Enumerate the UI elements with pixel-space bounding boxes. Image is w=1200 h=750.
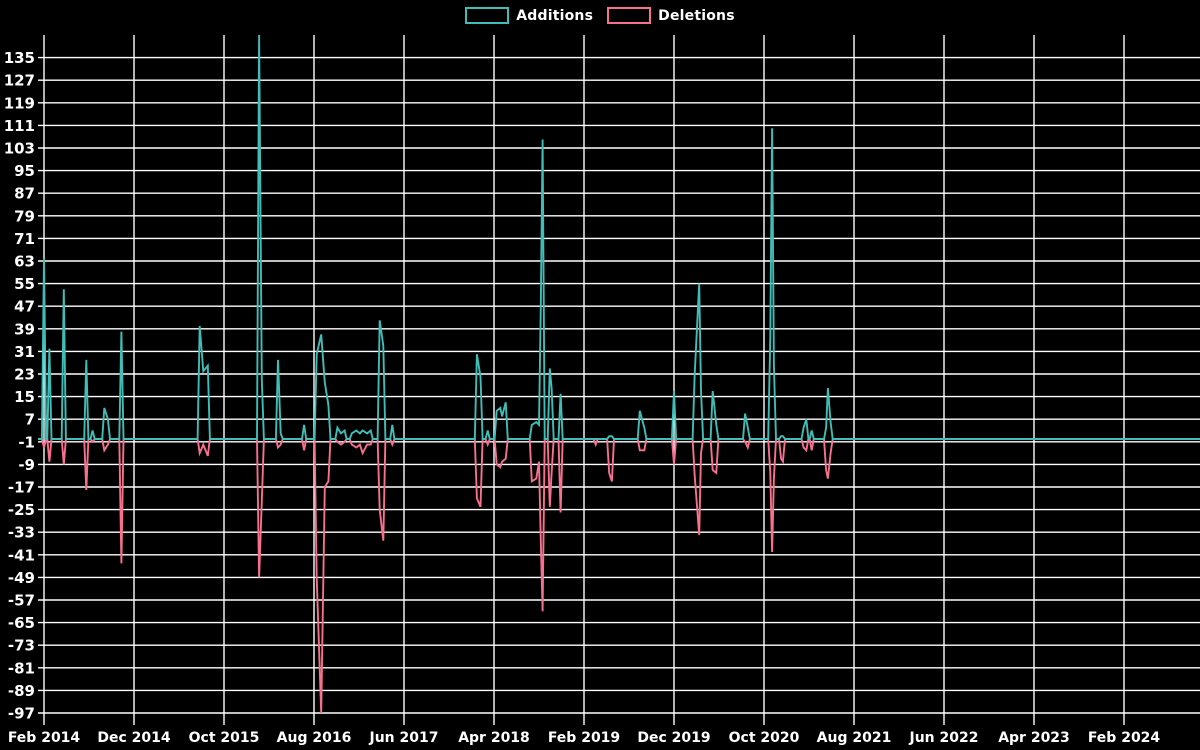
y-tick-label: 111 <box>4 117 35 135</box>
y-tick-label: 47 <box>14 298 35 316</box>
y-tick-label: -97 <box>8 705 35 723</box>
x-tick-label: Apr 2018 <box>458 730 530 746</box>
legend-item-deletions: Deletions <box>607 7 735 24</box>
y-tick-label: 127 <box>4 72 35 90</box>
x-tick-label: Feb 2024 <box>1088 730 1161 746</box>
chart-legend: Additions Deletions <box>0 7 1200 24</box>
x-tick-label: Dec 2014 <box>97 730 171 746</box>
y-tick-label: -1 <box>18 433 35 451</box>
additions-line <box>38 35 1200 440</box>
x-tick-label: Feb 2014 <box>8 730 81 746</box>
y-tick-label: -17 <box>8 479 35 497</box>
y-tick-label: -57 <box>8 592 35 610</box>
y-tick-label: 135 <box>4 49 35 67</box>
y-tick-label: 71 <box>14 230 35 248</box>
y-tick-label: -49 <box>8 569 35 587</box>
y-tick-label: 31 <box>14 343 35 361</box>
y-tick-label: 95 <box>14 162 35 180</box>
y-tick-label: -33 <box>8 524 35 542</box>
legend-item-additions: Additions <box>465 7 593 24</box>
y-tick-label: 7 <box>25 411 35 429</box>
y-tick-label: 15 <box>14 388 35 406</box>
y-tick-label: -65 <box>8 614 35 632</box>
y-tick-label: 63 <box>14 253 35 271</box>
y-tick-label: -81 <box>8 659 35 677</box>
y-tick-label: 103 <box>4 140 35 158</box>
additions-swatch <box>465 7 510 24</box>
additions-legend-label: Additions <box>516 7 594 24</box>
x-tick-label: Oct 2015 <box>189 730 260 746</box>
x-axis-labels: Feb 2014 Dec 2014 Oct 2015 Aug 2016 Jun 2017… <box>8 730 1161 746</box>
deletions-line <box>38 438 1200 714</box>
y-tick-label: 119 <box>4 94 35 112</box>
y-tick-label: 79 <box>14 207 35 225</box>
y-tick-label: -25 <box>8 501 35 519</box>
y-tick-label: 39 <box>14 320 35 338</box>
y-axis-labels: 135 127 119 111 103 95 87 79 71 63 55 47 39 31 23 15 7 -1… <box>4 49 35 722</box>
y-tick-label: 23 <box>14 366 35 384</box>
y-tick-label: 55 <box>14 275 35 293</box>
grid <box>38 35 1200 725</box>
x-tick-label: Jun 2017 <box>369 730 439 746</box>
y-tick-label: -73 <box>8 637 35 655</box>
y-tick-label: -89 <box>8 682 35 700</box>
y-tick-label: -41 <box>8 546 35 564</box>
x-tick-label: Aug 2016 <box>277 730 352 746</box>
y-tick-label: -9 <box>18 456 35 474</box>
x-tick-label: Dec 2019 <box>637 730 710 746</box>
deletions-swatch <box>607 7 652 24</box>
x-tick-label: Feb 2019 <box>548 730 620 746</box>
y-tick-label: 87 <box>14 185 35 203</box>
x-tick-label: Oct 2020 <box>729 730 800 746</box>
x-tick-label: Aug 2021 <box>817 730 892 746</box>
x-tick-label: Jun 2022 <box>909 730 979 746</box>
x-tick-label: Apr 2023 <box>998 730 1070 746</box>
deletions-legend-label: Deletions <box>658 7 735 24</box>
